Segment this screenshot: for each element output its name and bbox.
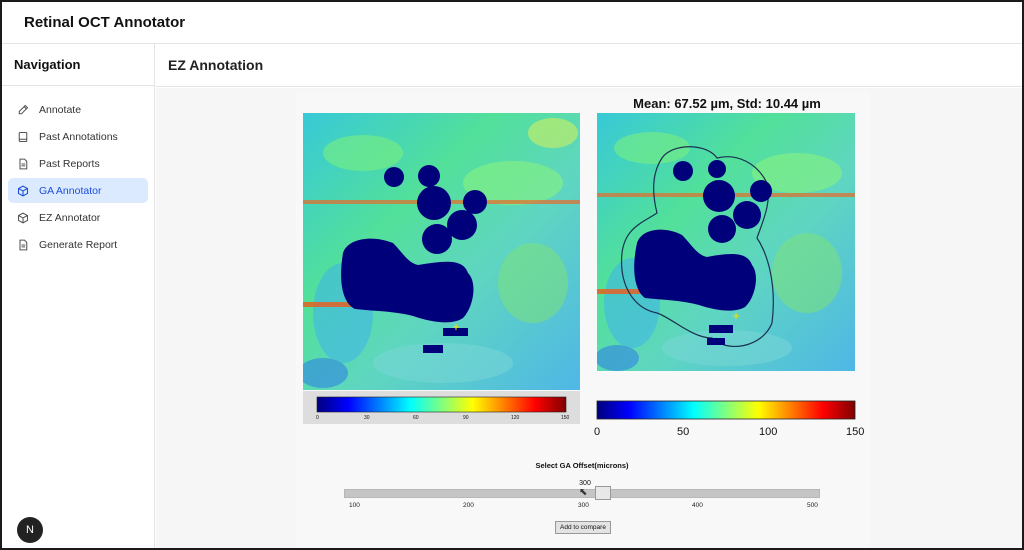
colorbar-right-tick: 150 (846, 426, 865, 438)
slider-tick: 100 (349, 502, 360, 509)
slider-label: Select GA Offset(microns) (535, 461, 629, 470)
ga-offset-slider[interactable] (344, 489, 820, 498)
colorbar-right-tick: 100 (759, 426, 778, 438)
page-title: EZ Annotation (168, 57, 264, 73)
top-bar: Retinal OCT Annotator (2, 2, 1022, 44)
slider-tick: 400 (692, 502, 703, 509)
nav-list: Annotate Past Annotations Past Reports G… (2, 86, 154, 257)
app-title: Retinal OCT Annotator (24, 14, 186, 31)
sidebar-item-past-reports[interactable]: Past Reports (8, 151, 148, 176)
slider-value: 300 (579, 480, 591, 487)
slider-tick: 300 (578, 502, 589, 509)
sidebar-item-label: EZ Annotator (39, 211, 101, 224)
add-to-compare-button[interactable]: Add to compare (555, 521, 611, 534)
colorbar-left-tick: 60 (413, 415, 419, 421)
box-icon (17, 185, 29, 196)
sidebar: Navigation Annotate Past Annotations Pas… (2, 44, 155, 548)
nav-heading: Navigation (2, 44, 154, 86)
sidebar-item-label: Generate Report (39, 238, 118, 251)
colorbar-left-tick: 90 (463, 415, 469, 421)
stats-title: Mean: 67.52 µm, Std: 10.44 µm (633, 96, 821, 111)
sidebar-item-label: GA Annotator (39, 184, 102, 197)
sidebar-item-label: Annotate (39, 103, 82, 116)
box-icon (17, 212, 29, 223)
slider-tick: 200 (463, 502, 474, 509)
colorbar-left-tick: 0 (316, 415, 319, 421)
slider-thumb[interactable] (594, 486, 611, 500)
main-header: EZ Annotation (156, 44, 1022, 87)
sidebar-item-annotate[interactable]: Annotate (8, 97, 148, 122)
mouse-cursor-icon: ⬉ (579, 487, 588, 498)
colorbar-right-tick: 50 (677, 426, 690, 438)
colorbar-left-tick: 150 (561, 415, 570, 421)
slider-tick: 500 (807, 502, 818, 509)
sidebar-item-label: Past Reports (39, 157, 100, 170)
sidebar-item-generate-report[interactable]: Generate Report (8, 232, 148, 257)
ez-thickness-map-left[interactable] (303, 113, 580, 390)
document-icon (19, 239, 28, 250)
book-icon (18, 131, 28, 142)
colorbar-left-tick: 120 (511, 415, 520, 421)
avatar[interactable]: N (17, 517, 43, 543)
document-icon (19, 158, 28, 169)
pencil-icon (18, 104, 29, 114)
colorbar-right-tick: 0 (594, 426, 601, 438)
sidebar-item-ez-annotator[interactable]: EZ Annotator (8, 205, 148, 230)
sidebar-item-label: Past Annotations (39, 130, 118, 143)
ez-thickness-map-right[interactable] (597, 113, 855, 371)
colorbar-left-tick: 30 (364, 415, 370, 421)
colorbar-right (596, 400, 856, 420)
sidebar-item-ga-annotator[interactable]: GA Annotator (8, 178, 148, 203)
sidebar-item-past-annotations[interactable]: Past Annotations (8, 124, 148, 149)
colorbar-left (303, 391, 580, 424)
